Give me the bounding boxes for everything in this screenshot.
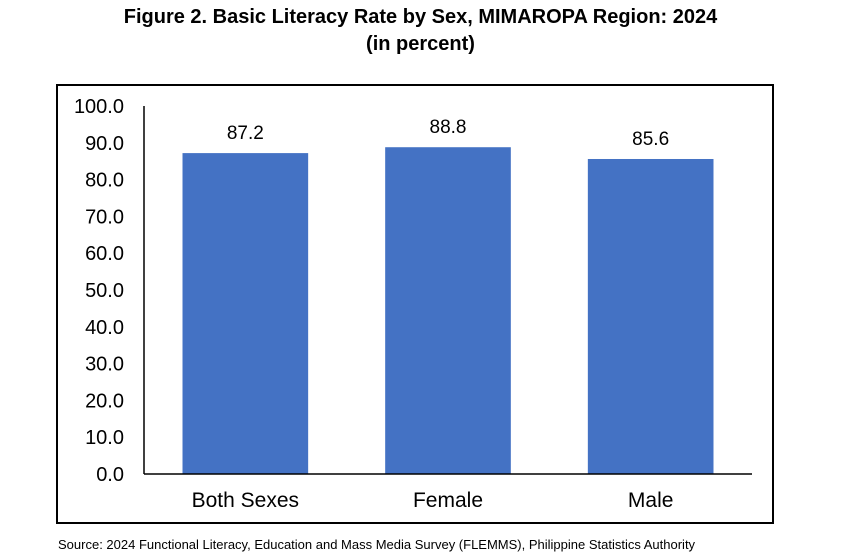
y-tick-label: 70.0 — [85, 206, 124, 228]
bars — [182, 147, 714, 474]
data-label: 87.2 — [227, 123, 264, 144]
data-label: 88.8 — [430, 117, 467, 138]
category-label: Female — [413, 489, 483, 512]
chart-title: Figure 2. Basic Literacy Rate by Sex, MI… — [123, 6, 718, 28]
chart-title-block: Figure 2. Basic Literacy Rate by Sex, MI… — [0, 4, 841, 58]
y-tick-label: 50.0 — [85, 280, 124, 302]
bar-male — [587, 158, 714, 474]
y-tick-label: 30.0 — [85, 354, 124, 376]
source-note: Source: 2024 Functional Literacy, Educat… — [58, 537, 696, 552]
y-tick-label: 90.0 — [85, 133, 124, 155]
bar-female — [385, 147, 511, 474]
y-tick-label: 0.0 — [96, 464, 124, 486]
y-tick-label: 80.0 — [85, 170, 124, 192]
category-labels: Both Sexes Female Male — [192, 489, 674, 512]
chart-frame — [56, 84, 774, 524]
y-tick-label: 20.0 — [85, 390, 124, 412]
data-label: 85.6 — [632, 129, 669, 150]
y-tick-label: 100.0 — [74, 96, 124, 118]
y-tick-label: 40.0 — [85, 317, 124, 339]
bar-both-sexes — [182, 153, 309, 474]
category-label: Male — [628, 489, 674, 512]
chart-subtitle: (in percent) — [366, 33, 475, 55]
category-label: Both Sexes — [192, 489, 299, 512]
y-axis-ticks: 0.0 10.0 20.0 30.0 40.0 50.0 60.0 70.0 80.0 90.0 1… — [74, 96, 124, 486]
bar-chart: 0.0 10.0 20.0 30.0 40.0 50.0 60.0 70.0 80.0 90.0 1… — [74, 96, 752, 512]
y-tick-label: 10.0 — [85, 427, 124, 449]
data-labels: 87.2 88.8 85.6 — [227, 117, 669, 150]
y-tick-label: 60.0 — [85, 243, 124, 265]
